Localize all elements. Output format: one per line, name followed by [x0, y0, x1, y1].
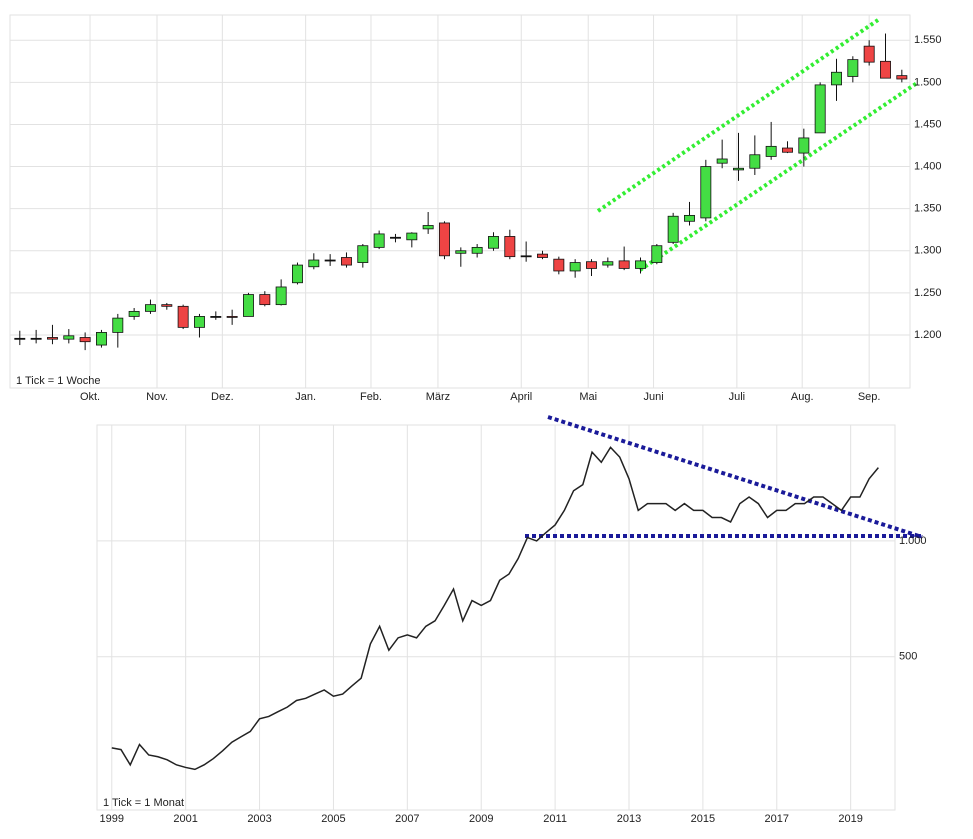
- y-tick-label: 1.500: [914, 76, 942, 88]
- y-tick-label: 1.200: [914, 329, 942, 341]
- candle-body: [488, 236, 499, 249]
- candle-body: [47, 337, 58, 340]
- x-tick-label: 2005: [321, 813, 345, 825]
- trend-channel-lower: [638, 81, 919, 272]
- candle-body: [684, 214, 695, 222]
- x-tick-label: Dez.: [211, 391, 234, 403]
- candle-body: [863, 45, 875, 63]
- candle-body: [569, 262, 581, 272]
- candle-body: [798, 137, 810, 154]
- candle-body: [716, 158, 728, 164]
- candle-body: [520, 255, 532, 258]
- candle-body: [635, 260, 646, 269]
- x-tick-label: 2017: [765, 813, 789, 825]
- x-tick-label: 2007: [395, 813, 419, 825]
- candle-body: [586, 261, 597, 269]
- trend-line-falling: [547, 415, 923, 539]
- candle-body: [406, 232, 418, 241]
- x-tick-label: Mai: [579, 391, 597, 403]
- x-tick-label: Aug.: [791, 391, 814, 403]
- price-line: [111, 446, 879, 771]
- x-tick-label: 2013: [617, 813, 641, 825]
- plot-frame: [96, 424, 896, 811]
- candle-body: [602, 261, 614, 266]
- candle-body: [700, 166, 712, 219]
- y-tick-label: 1.350: [914, 203, 942, 215]
- candle-body: [128, 310, 140, 317]
- x-tick-label: 2009: [469, 813, 493, 825]
- candle-body: [455, 250, 467, 254]
- x-tick-label: Feb.: [360, 391, 382, 403]
- y-tick-label: 500: [899, 651, 917, 663]
- candle-body: [275, 286, 287, 306]
- candle-body: [14, 337, 26, 340]
- candle-body: [422, 225, 434, 230]
- x-tick-label: März: [426, 391, 450, 403]
- candle-body: [243, 294, 254, 317]
- y-tick-label: 1.400: [914, 160, 942, 172]
- x-tick-label: 2011: [543, 813, 567, 825]
- candle-body: [177, 305, 189, 328]
- x-tick-label: Okt.: [80, 391, 100, 403]
- x-tick-label: Juni: [643, 391, 663, 403]
- x-tick-label: Nov.: [146, 391, 168, 403]
- trend-channel-upper: [596, 18, 880, 213]
- y-tick-label: 1.450: [914, 118, 942, 130]
- candle-body: [733, 167, 744, 171]
- y-tick-label: 1.300: [914, 245, 942, 257]
- candle-body: [651, 245, 663, 263]
- candle-body: [553, 258, 565, 272]
- candle-body: [814, 84, 826, 134]
- candle-body: [537, 253, 548, 258]
- x-tick-label: Juli: [729, 391, 746, 403]
- candle-body: [308, 259, 320, 268]
- x-tick-label: 2003: [247, 813, 271, 825]
- candle-body: [896, 75, 908, 80]
- candle-body: [749, 154, 761, 169]
- y-tick-label: 1.550: [914, 34, 942, 46]
- x-tick-label: 1999: [100, 813, 124, 825]
- candle-body: [357, 245, 369, 263]
- candle-body: [782, 147, 793, 153]
- candle-body: [112, 317, 124, 333]
- x-tick-label: 2019: [838, 813, 862, 825]
- x-tick-label: 2001: [173, 813, 197, 825]
- plot-frame: [9, 14, 911, 389]
- candle-body: [439, 222, 450, 257]
- candle-body: [667, 215, 679, 243]
- candle-body: [210, 316, 222, 318]
- candle-body: [30, 337, 42, 340]
- candle-body: [373, 233, 385, 248]
- candle-body: [847, 59, 859, 77]
- x-tick-label: 2015: [691, 813, 715, 825]
- candle-body: [292, 264, 303, 284]
- candle-body: [471, 246, 483, 254]
- candle-body: [259, 294, 271, 306]
- x-tick-label: Jan.: [295, 391, 316, 403]
- y-tick-label: 1.250: [914, 287, 942, 299]
- candle-body: [79, 337, 91, 343]
- candle-body: [341, 257, 352, 266]
- tick-note: 1 Tick = 1 Woche: [16, 375, 100, 387]
- candle-body: [390, 236, 401, 239]
- candle-body: [618, 260, 630, 269]
- candle-body: [880, 60, 891, 79]
- tick-note: 1 Tick = 1 Monat: [103, 797, 184, 809]
- candle-body: [504, 236, 516, 258]
- y-tick-label: 1.000: [899, 535, 927, 547]
- candle-body: [226, 316, 238, 318]
- x-tick-label: Sep.: [858, 391, 881, 403]
- x-tick-label: April: [510, 391, 532, 403]
- candle-body: [161, 304, 173, 307]
- candle-body: [145, 304, 156, 312]
- candle-body: [831, 71, 842, 86]
- candle-body: [96, 332, 107, 346]
- candle-body: [765, 145, 777, 157]
- candle-body: [63, 335, 75, 340]
- candle-body: [194, 316, 205, 328]
- candle-body: [324, 259, 336, 262]
